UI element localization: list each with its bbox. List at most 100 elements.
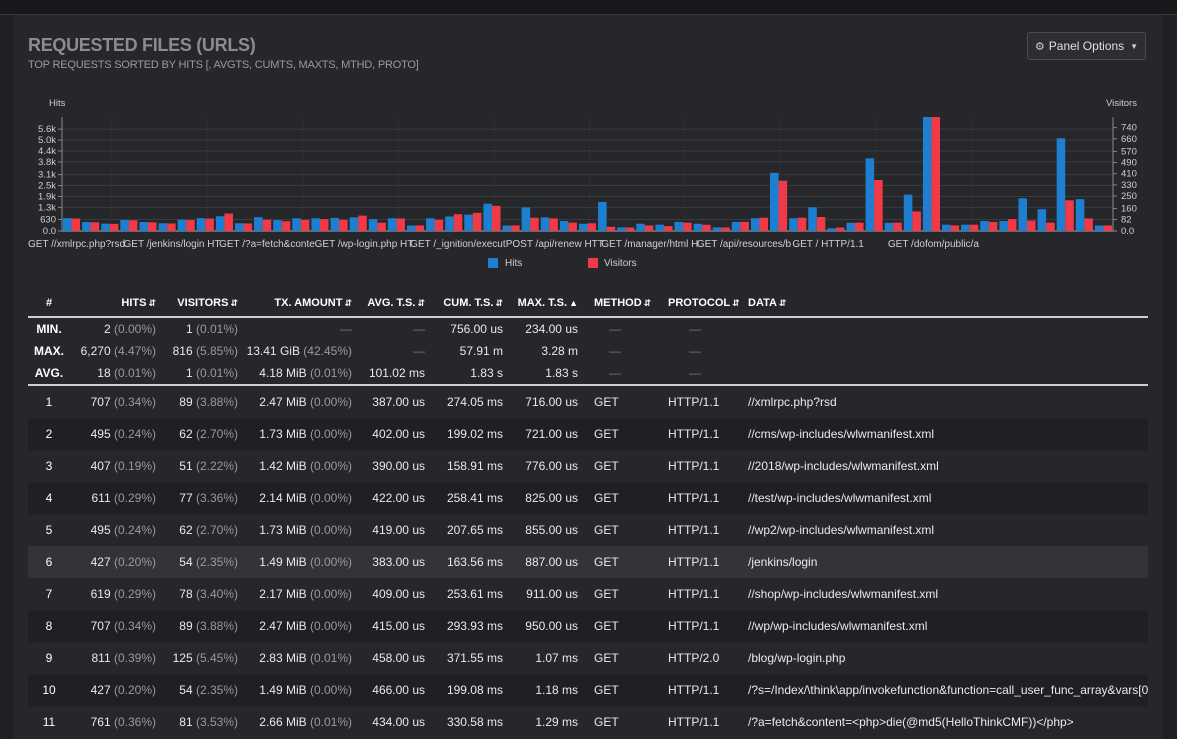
left-tick-label: 5.0k (38, 135, 56, 146)
bar-hits (1094, 225, 1104, 231)
bar-hits (617, 227, 626, 231)
row-method: GET (578, 610, 652, 642)
bar-visitors (491, 205, 501, 231)
table-row[interactable]: 6 427 (0.20%) 54 (2.35%) 1.49 MiB (0.00%) 38… (28, 546, 1148, 578)
bar-hits (215, 216, 225, 231)
row-visitors: 51 (2.22%) (156, 450, 238, 482)
bar-hits (884, 222, 894, 231)
left-tick-label: 4.4k (38, 146, 56, 157)
bar-visitors (663, 226, 673, 231)
sort-icon: ⇵ (643, 297, 652, 308)
bar-hits (483, 203, 492, 231)
stat-visitors-value: 1 (185, 322, 193, 336)
panel-options-button[interactable]: ⚙ Panel Options ▼ (1027, 32, 1146, 60)
col-avg-header[interactable]: AVG. T.S. ⇵ (352, 289, 425, 317)
row-hits: 619 (0.29%) (70, 578, 156, 610)
bar-hits (1056, 138, 1066, 231)
row-hits: 407 (0.19%) (70, 450, 156, 482)
stat-hits: 2 (0.00%) (70, 317, 156, 340)
stats-body: MIN. 2 (0.00%) 1 (0.01%) — —756.00 us 234.00… (28, 317, 1148, 385)
row-hits: 427 (0.20%) (70, 546, 156, 578)
row-tx: 1.73 MiB (0.00%) (238, 514, 352, 546)
table-row[interactable]: 4 611 (0.29%) 77 (3.36%) 2.14 MiB (0.00%) 42… (28, 482, 1148, 514)
bar-visitors (855, 222, 864, 231)
stat-visitors-value: 1 (185, 366, 193, 380)
row-index: 8 (28, 610, 70, 642)
bar-hits (139, 222, 148, 231)
col-tx-header[interactable]: TX. AMOUNT ⇵ (238, 289, 352, 317)
row-avg: 383.00 us (352, 546, 425, 578)
table-row[interactable]: 7 619 (0.29%) 78 (3.40%) 2.17 MiB (0.00%) 40… (28, 578, 1148, 610)
row-visitors-pct: (2.70%) (195, 427, 238, 441)
col-hits-header[interactable]: HITS ⇵ (70, 289, 156, 317)
sort-icon: ⇵ (148, 297, 156, 308)
col-protocol-header[interactable]: PROTOCOL ⇵ (652, 289, 740, 317)
row-hits-value: 707 (90, 395, 111, 409)
right-tick-label: 660 (1121, 134, 1137, 145)
x-category-label: GET / HTTP/1.1 (792, 239, 864, 250)
table-row[interactable]: 10 427 (0.20%) 54 (2.35%) 1.49 MiB (0.00%) 4… (28, 674, 1148, 706)
row-avg: 390.00 us (372, 459, 425, 473)
left-tick-label: 3.1k (38, 170, 56, 181)
bar-hits (82, 222, 91, 231)
bar-hits (789, 218, 798, 231)
table-row[interactable]: 9 811 (0.39%) 125 (5.45%) 2.83 MiB (0.01%) 4… (28, 642, 1148, 674)
row-avg: 466.00 us (352, 674, 425, 706)
row-protocol: HTTP/1.1 (668, 459, 720, 473)
row-visitors: 125 (5.45%) (156, 642, 238, 674)
row-hits-pct: (0.24%) (113, 427, 156, 441)
col-max-header[interactable]: MAX. T.S. ▲ (503, 289, 578, 317)
row-tx-pct: (0.00%) (309, 459, 352, 473)
row-hits-pct: (0.20%) (113, 555, 156, 569)
row-index: 2 (28, 418, 70, 450)
right-tick-label: 330 (1121, 180, 1137, 191)
table-header-row: # HITS ⇵ VISITORS ⇵ TX. AMOUNT ⇵ AVG. T.S. ⇵… (28, 289, 1148, 317)
row-hits: 761 (0.36%) (70, 706, 156, 738)
col-hits-label: HITS (121, 296, 147, 309)
col-visitors-header[interactable]: VISITORS ⇵ (156, 289, 238, 317)
bar-hits (521, 207, 531, 231)
row-avg: 419.00 us (372, 523, 425, 537)
row-hits-pct: (0.34%) (113, 395, 156, 409)
requests-table: # HITS ⇵ VISITORS ⇵ TX. AMOUNT ⇵ AVG. T.S. ⇵… (28, 289, 1148, 738)
row-method: GET (578, 546, 652, 578)
row-tx: 2.17 MiB (0.00%) (238, 578, 352, 610)
col-data-header[interactable]: DATA ⇵ (738, 289, 1148, 317)
stat-method: — (609, 366, 621, 380)
table-row[interactable]: 2 495 (0.24%) 62 (2.70%) 1.73 MiB (0.00%) 40… (28, 418, 1148, 450)
row-cum: 207.65 ms (446, 523, 503, 537)
row-index: 11 (42, 715, 56, 729)
left-tick-label: 1.3k (38, 202, 56, 213)
stat-hits-value: 18 (97, 366, 111, 380)
row-tx-pct: (0.00%) (309, 587, 352, 601)
row-data: //wp2/wp-includes/wlwmanifest.xml (748, 523, 935, 537)
table-row[interactable]: 1 707 (0.34%) 89 (3.88%) 2.47 MiB (0.00%) 38… (28, 385, 1148, 418)
row-visitors-value: 89 (179, 395, 193, 409)
row-cum: 199.08 ms (425, 674, 503, 706)
col-method-header[interactable]: METHOD ⇵ (578, 289, 652, 317)
col-cum-header[interactable]: CUM. T.S. ⇵ (425, 289, 503, 317)
sort-icon: ⇵ (732, 297, 740, 308)
row-hits-value: 427 (90, 683, 111, 697)
row-tx-pct: (0.00%) (309, 491, 352, 505)
bar-hits (368, 219, 378, 231)
bar-hits (273, 220, 282, 231)
row-cum: 199.02 ms (425, 418, 503, 450)
row-tx-value: 1.73 MiB (259, 427, 307, 441)
table-row[interactable]: 8 707 (0.34%) 89 (3.88%) 2.47 MiB (0.00%) 41… (28, 610, 1148, 642)
row-method: GET (594, 651, 619, 665)
col-tx-label: TX. AMOUNT (274, 296, 343, 309)
right-tick-label: 410 (1121, 169, 1137, 180)
row-method: GET (594, 715, 619, 729)
caret-down-icon: ▼ (1130, 41, 1139, 51)
table-row[interactable]: 11 761 (0.36%) 81 (3.53%) 2.66 MiB (0.01%) 4… (28, 706, 1148, 738)
table-row[interactable]: 5 495 (0.24%) 62 (2.70%) 1.73 MiB (0.00%) 41… (28, 514, 1148, 546)
x-category-label: GET /?a=fetch&conte (219, 239, 315, 250)
stat-data (738, 340, 1148, 362)
row-visitors: 78 (3.40%) (156, 578, 238, 610)
table-row[interactable]: 3 407 (0.19%) 51 (2.22%) 1.42 MiB (0.00%) 39… (28, 450, 1148, 482)
row-data: /blog/wp-login.php (748, 651, 846, 665)
bar-hits (827, 228, 836, 231)
row-visitors: 62 (2.70%) (156, 514, 238, 546)
bar-hits (980, 221, 989, 231)
